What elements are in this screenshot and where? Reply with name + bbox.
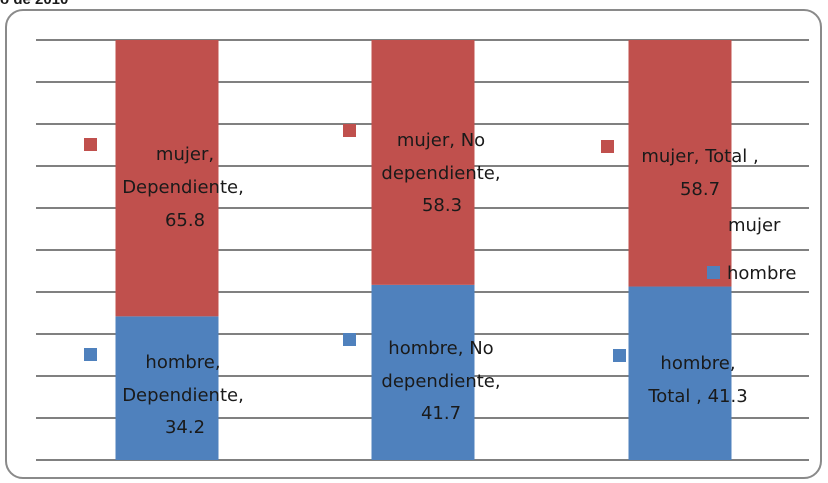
data-label-hombre-dependiente: hombre, [145,352,220,373]
chart-legend: mujer hombre [707,215,796,284]
data-label-mujer-dependiente: Dependiente, [122,177,244,198]
data-label-mujer-total: 58.7 [680,179,720,200]
bar-mujer-total [628,40,732,287]
page-title: o de 2010 [0,0,68,8]
data-label-key-hombre [343,333,356,346]
bar-hombre-total [628,286,732,460]
data-label-mujer-dependiente: 65.8 [165,210,205,231]
legend-entry-mujer: mujer [728,215,781,236]
data-label-key-mujer [84,138,97,151]
bar-mujer-dependiente [115,40,219,317]
bar-hombre-dependiente [115,316,219,460]
bar-mujer-no-dependiente [371,40,475,285]
data-label-hombre-dependiente: 34.2 [165,417,205,438]
data-label-key-mujer [343,124,356,137]
bar-hombre-no-dependiente [371,284,475,460]
data-label-hombre-no-dependiente: 41.7 [421,403,461,424]
data-label-mujer-total: mujer, Total , [641,146,758,167]
data-label-hombre-no-dependiente: dependiente, [381,371,500,392]
chart-data-labels: mujer, Dependiente, 65.8 mujer, No dependien… [84,124,759,438]
data-label-hombre-total: Total , 41.3 [647,386,747,407]
data-label-hombre-dependiente: Dependiente, [122,385,244,406]
chart-bars [115,40,732,460]
data-label-mujer-no-dependiente: mujer, No [397,130,485,151]
data-label-key-hombre [613,349,626,362]
data-label-key-hombre [84,348,97,361]
data-label-hombre-total: hombre, [660,353,735,374]
data-label-mujer-dependiente: mujer, [156,144,214,165]
data-label-mujer-no-dependiente: 58.3 [422,195,462,216]
data-label-mujer-no-dependiente: dependiente, [381,163,500,184]
legend-entry-hombre: hombre [727,263,796,284]
data-label-key-mujer [601,140,614,153]
data-label-hombre-no-dependiente: hombre, No [388,338,493,359]
legend-key-hombre [707,266,720,279]
